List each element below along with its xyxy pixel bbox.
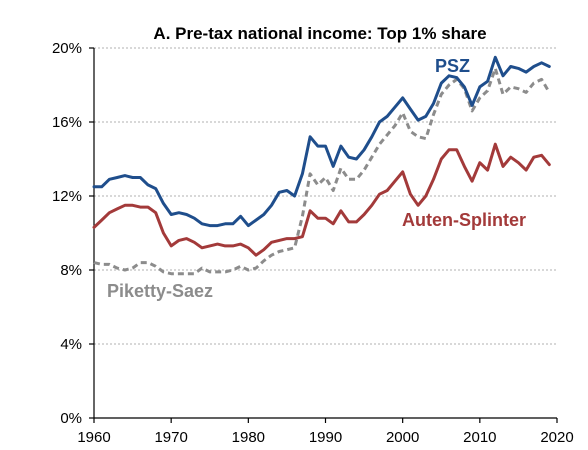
y-tick-label: 4% <box>60 336 82 353</box>
y-tick-label: 12% <box>52 188 82 205</box>
series-line-auten-splinter <box>92 142 551 257</box>
series-line-psz <box>92 55 551 228</box>
x-tick-label: 1990 <box>309 429 342 446</box>
series-lines <box>92 55 551 276</box>
series-label-psz: PSZ <box>435 56 470 76</box>
x-tick-label: 1980 <box>232 429 265 446</box>
y-axis-ticks: 0% 4% 8% 12% 16% 20% <box>52 40 82 427</box>
x-tick-label: 2020 <box>540 429 573 446</box>
gridlines <box>94 47 557 345</box>
y-tick-label: 8% <box>60 262 82 279</box>
axes <box>89 47 558 423</box>
y-tick-label: 20% <box>52 40 82 57</box>
x-tick-label: 1960 <box>77 429 110 446</box>
x-tick-label: 2000 <box>386 429 419 446</box>
y-tick-label: 16% <box>52 114 82 131</box>
chart-title: A. Pre-tax national income: Top 1% share <box>153 24 486 43</box>
x-tick-label: 2010 <box>463 429 496 446</box>
series-label-piketty-saez: Piketty-Saez <box>107 281 213 301</box>
y-tick-label: 0% <box>60 410 82 427</box>
x-tick-label: 1970 <box>154 429 187 446</box>
series-label-auten-splinter: Auten-Splinter <box>402 210 526 230</box>
series-line-piketty-saez <box>93 66 551 276</box>
x-axis-ticks: 1960 1970 1980 1990 2000 2010 2020 <box>77 429 573 446</box>
